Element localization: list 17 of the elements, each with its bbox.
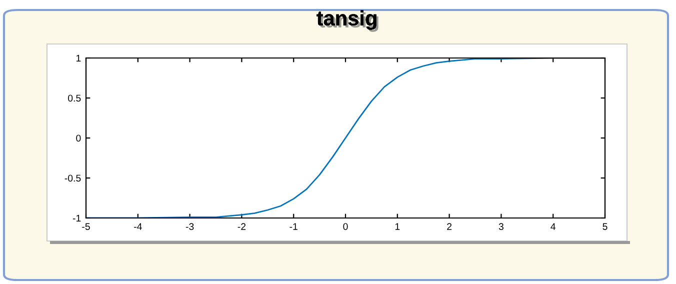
x-tick-label: 1 <box>395 223 400 230</box>
x-tick-label: -2 <box>238 223 246 230</box>
x-tick-label: -1 <box>290 223 298 230</box>
x-tick-label: -4 <box>134 223 142 230</box>
x-tick-label: 2 <box>447 223 452 230</box>
y-tick-label: 0.5 <box>68 94 81 102</box>
x-tick-label: -3 <box>186 223 194 230</box>
y-tick-label: -1 <box>72 214 81 222</box>
x-tick-label: 3 <box>498 223 504 230</box>
x-tick-label: 0 <box>343 223 348 230</box>
chart-title: tansig <box>316 10 378 32</box>
x-tick-label: 4 <box>550 223 556 230</box>
x-tick-label: 5 <box>602 223 608 230</box>
y-tick-label: 0 <box>76 134 81 142</box>
y-tick-label: -0.5 <box>64 174 81 182</box>
y-tick-label: 1 <box>76 54 81 62</box>
x-tick-label: -5 <box>82 223 90 230</box>
